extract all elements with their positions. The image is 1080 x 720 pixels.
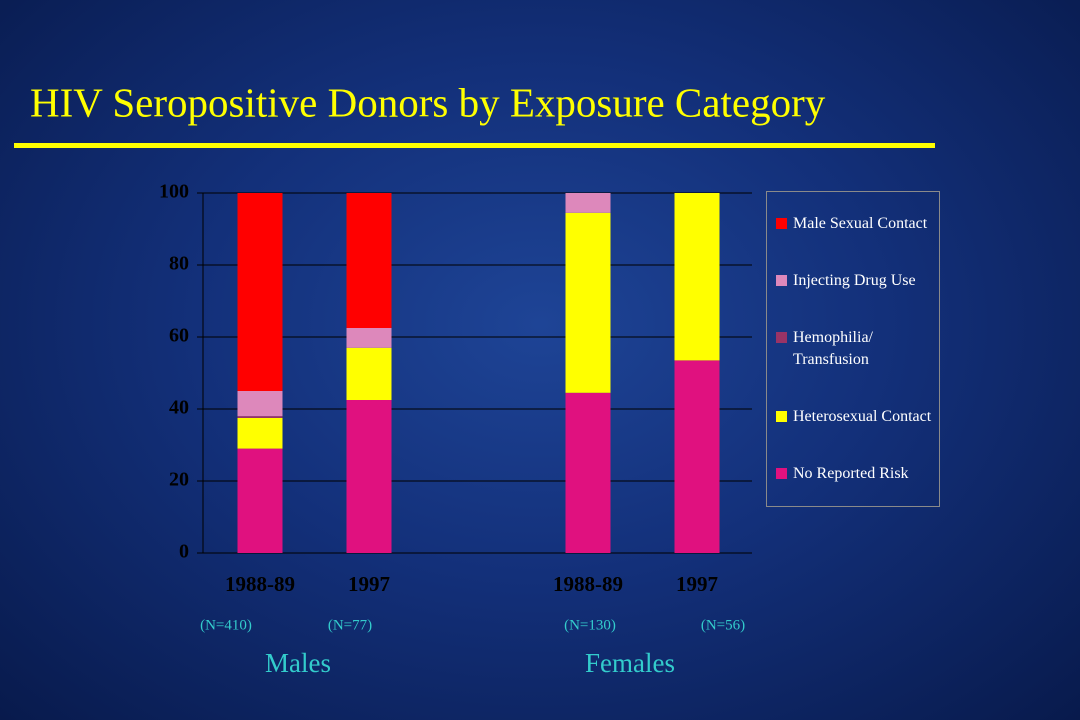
group-label: Males (265, 648, 331, 678)
bar-segment (237, 193, 283, 391)
legend-label: No Reported Risk (793, 464, 909, 482)
x-tick-label: 1997 (348, 572, 390, 596)
x-tick-label: 1997 (676, 572, 718, 596)
y-tick-label: 20 (169, 469, 189, 491)
legend-label: Injecting Drug Use (793, 272, 916, 290)
y-tick-label: 100 (159, 181, 189, 203)
legend: Male Sexual Contact Injecting Drug Use Hem… (766, 191, 940, 507)
legend-label: Heterosexual Contact (793, 407, 932, 425)
bar-segment (237, 416, 283, 418)
chart-title: HIV Seropositive Donors by Exposure Cate… (30, 79, 826, 125)
y-tick-label: 40 (169, 397, 189, 419)
title-underline (14, 143, 935, 148)
legend-entry: Heterosexual Contact (767, 406, 939, 428)
bar-segment (237, 391, 283, 417)
legend-swatch (776, 467, 787, 479)
y-tick-label: 80 (169, 253, 189, 275)
legend-swatch (776, 410, 787, 422)
legend-swatch (776, 218, 787, 230)
bar-segment (346, 347, 392, 400)
x-tick-label: 1988-89 (553, 572, 623, 596)
legend-swatch (776, 275, 787, 287)
bar-segment (346, 400, 392, 553)
legend-swatch (776, 331, 787, 343)
bar-segment (237, 418, 283, 449)
group-label: Females (585, 648, 675, 678)
bar-segment (237, 448, 283, 553)
legend-label: Male Sexual Contact (793, 215, 928, 233)
x-tick-label: 1988-89 (225, 572, 295, 596)
y-tick-label: 60 (169, 325, 189, 347)
legend-entry: No Reported Risk (767, 463, 939, 485)
bar-segment (346, 193, 392, 328)
bar-segment (346, 328, 392, 348)
legend-entry: Male Sexual Contact (767, 213, 939, 235)
legend-entry: Injecting Drug Use (767, 270, 939, 292)
legend-entry: Hemophilia/ Transfusion (767, 327, 939, 371)
bar-segment (565, 193, 611, 213)
bar-segment (565, 212, 611, 393)
sample-size-label: (N=130) (564, 617, 616, 633)
sample-size-label: (N=56) (701, 617, 745, 633)
legend-label: Hemophilia/ Transfusion (793, 328, 873, 368)
sample-size-label: (N=77) (328, 617, 372, 633)
bar-segment (674, 193, 720, 361)
bar-segment (674, 360, 720, 553)
y-tick-label: 0 (179, 541, 189, 563)
bar-segment (565, 392, 611, 553)
sample-size-label: (N=410) (200, 617, 252, 633)
